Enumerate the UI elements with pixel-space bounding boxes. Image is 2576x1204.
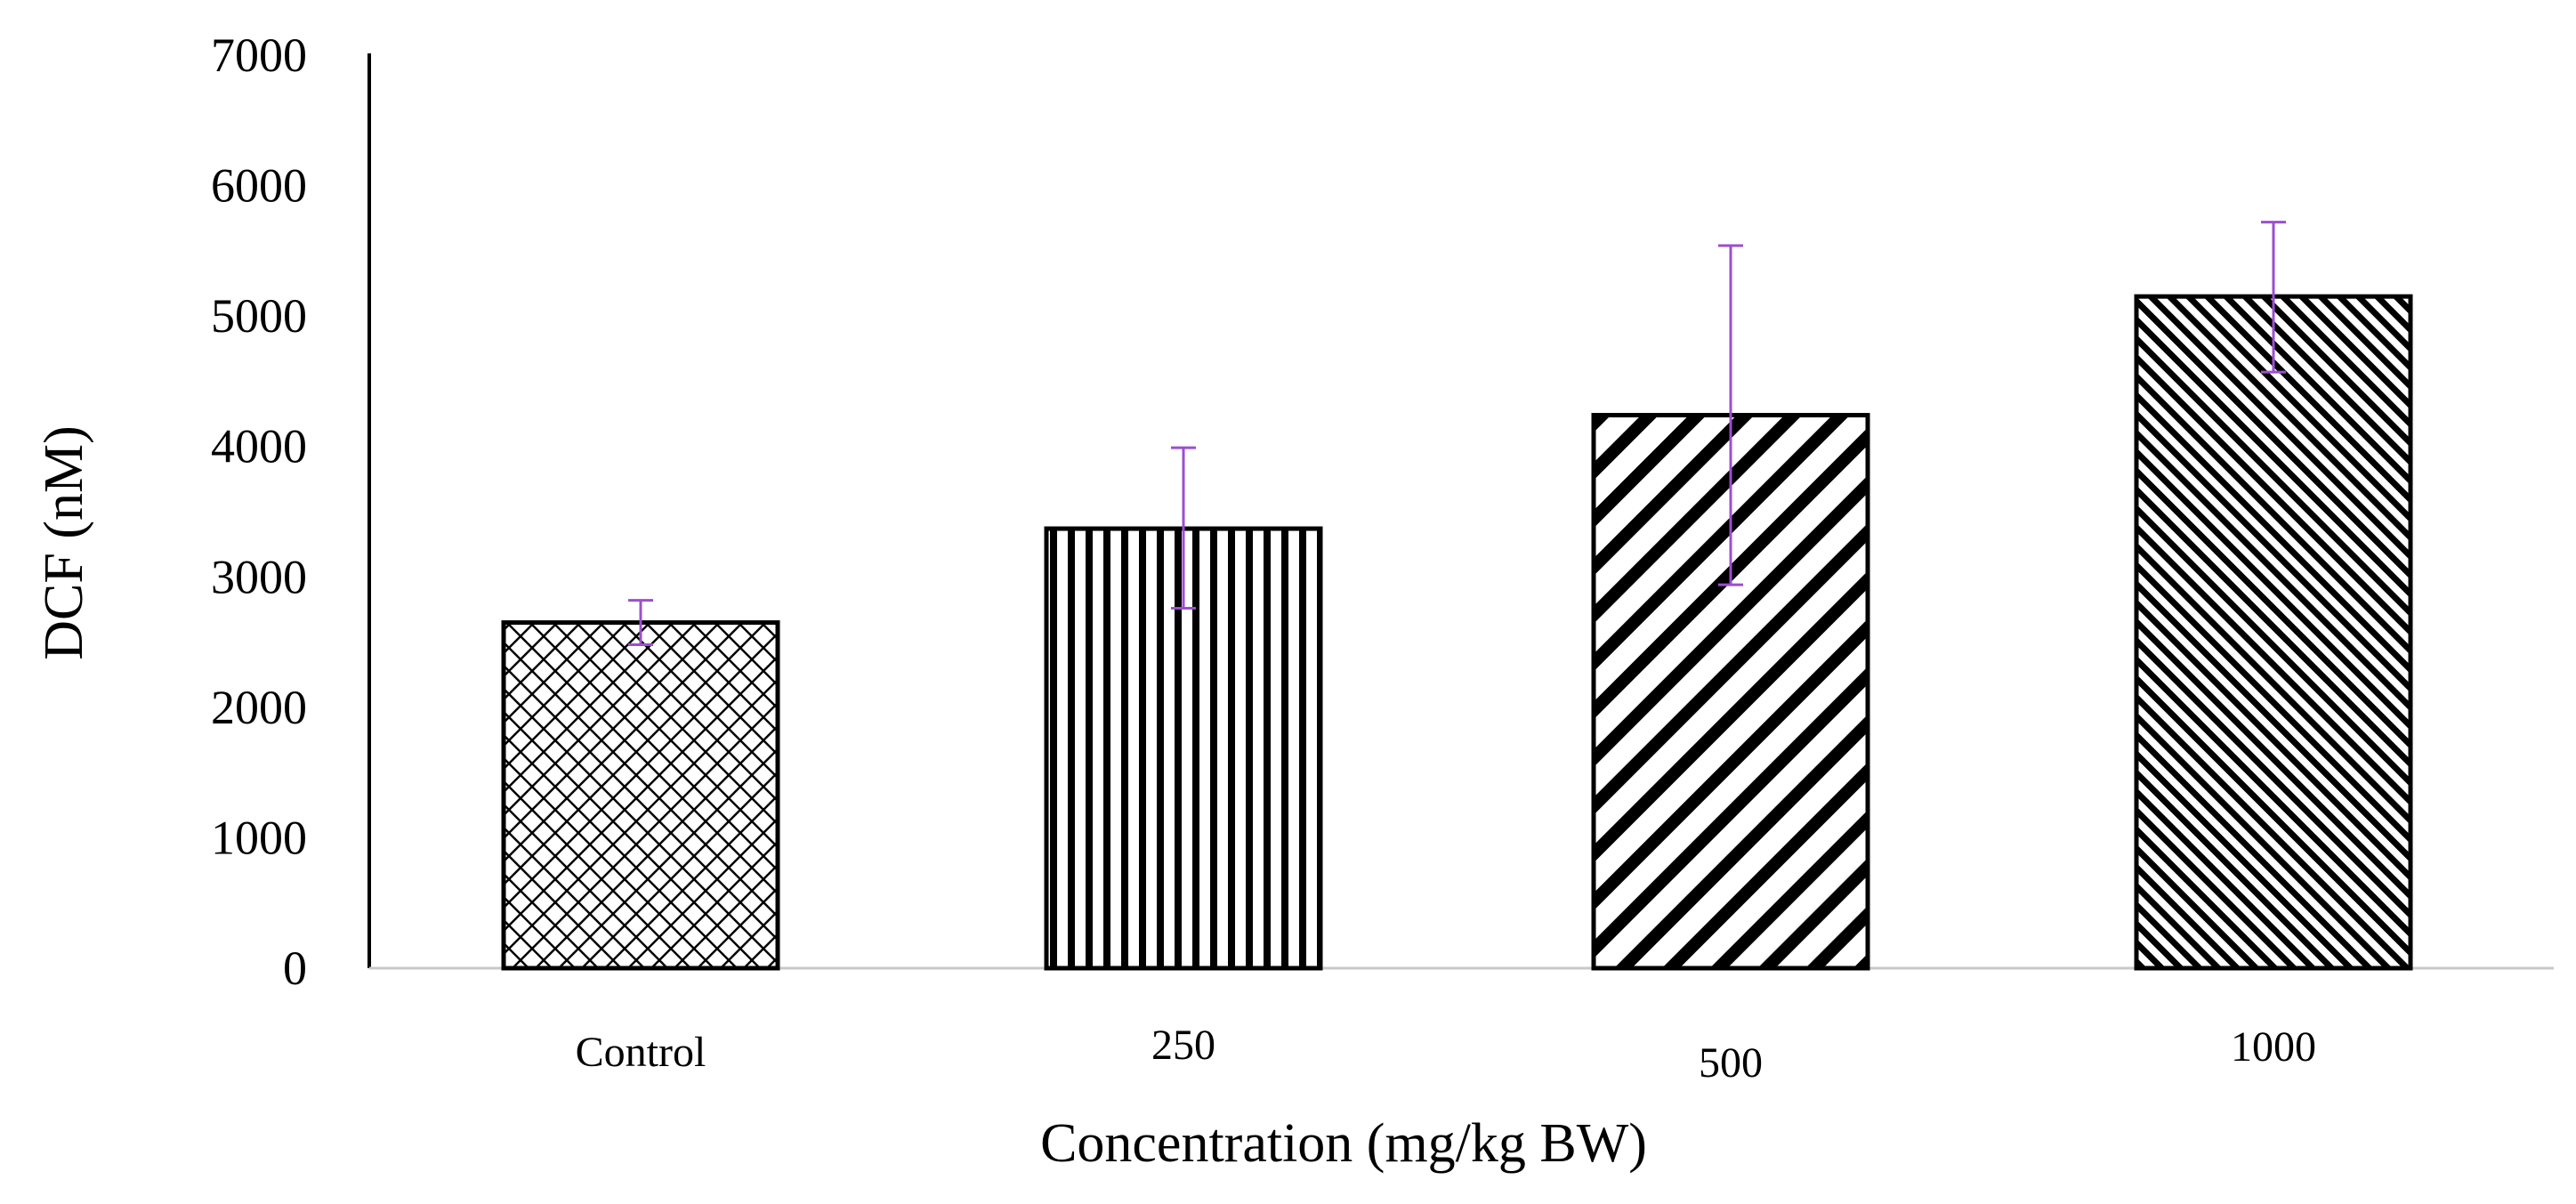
error-bar-500 bbox=[1718, 244, 1743, 586]
y-tick-label: 0 bbox=[283, 941, 307, 995]
bar-control bbox=[501, 620, 780, 971]
error-bar-1000 bbox=[2261, 221, 2286, 374]
y-tick-label: 3000 bbox=[211, 550, 307, 603]
x-axis-title: Concentration (mg/kg BW) bbox=[1040, 1113, 1647, 1174]
x-category-label: 250 bbox=[1151, 1022, 1215, 1069]
y-tick-label: 6000 bbox=[211, 159, 307, 213]
error-bar-250 bbox=[1171, 446, 1196, 610]
bars-group bbox=[501, 294, 2413, 971]
y-tick-label: 5000 bbox=[211, 289, 307, 343]
error-bars-group bbox=[628, 221, 2286, 647]
y-tick-label: 4000 bbox=[211, 420, 307, 473]
y-tick-label: 1000 bbox=[211, 811, 307, 864]
y-axis-tick-labels: 0 1000 2000 3000 4000 5000 6000 7000 bbox=[211, 28, 307, 995]
x-category-label: 1000 bbox=[2231, 1023, 2316, 1071]
x-category-label: Control bbox=[576, 1029, 707, 1076]
x-axis-category-labels: Control 250 500 1000 bbox=[576, 1022, 2316, 1087]
y-tick-label: 2000 bbox=[211, 681, 307, 734]
y-axis-title: DCF (nM) bbox=[34, 425, 94, 660]
x-category-label: 500 bbox=[1699, 1039, 1763, 1087]
error-bar-control bbox=[628, 599, 653, 647]
y-tick-label: 7000 bbox=[211, 28, 307, 82]
bar-1000 bbox=[2134, 294, 2413, 971]
